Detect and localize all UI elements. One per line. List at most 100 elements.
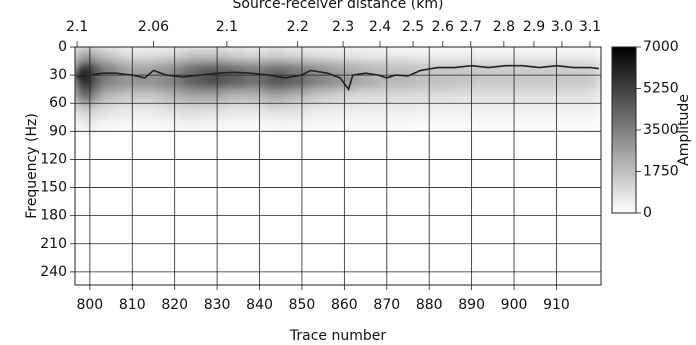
heat-cell <box>350 89 373 104</box>
x2-tick-label: 2.3 <box>332 19 354 35</box>
heat-cell <box>117 61 140 76</box>
x-tick-label: 880 <box>416 297 443 313</box>
heat-cell <box>287 75 309 90</box>
colorbar-tick-label: 3500 <box>643 122 679 138</box>
heat-cell <box>244 61 267 76</box>
heat-cell <box>393 75 415 90</box>
heat-cell <box>520 47 543 62</box>
heat-cell <box>244 103 267 118</box>
heat-cell <box>541 103 564 118</box>
x-tick-label: 860 <box>331 297 358 313</box>
heat-cell <box>244 47 267 62</box>
heat-cell <box>138 103 161 118</box>
x2-tick-label: 2.8 <box>493 19 515 35</box>
heat-cell <box>329 103 352 118</box>
heat-cell <box>181 103 203 118</box>
heat-cell <box>371 61 394 76</box>
heat-cell <box>435 117 458 132</box>
heat-cell <box>499 75 521 90</box>
x2-tick-label: 3.1 <box>579 19 601 35</box>
heat-cell <box>477 103 500 118</box>
heat-cell <box>265 61 288 76</box>
heat-cell <box>393 103 415 118</box>
heat-cell <box>223 75 246 90</box>
heat-cell <box>117 117 140 132</box>
heat-cell <box>371 103 394 118</box>
y-tick-label: 180 <box>40 208 67 224</box>
heat-cell <box>350 61 373 76</box>
x2-tick-label: 2.2 <box>287 19 309 35</box>
plot-frame <box>74 46 602 286</box>
heat-cell <box>371 75 394 90</box>
x2-tick-label: 2.9 <box>523 19 545 35</box>
heat-cell <box>329 117 352 132</box>
heat-cell <box>181 117 203 132</box>
y-tick-label: 210 <box>40 236 67 252</box>
heat-cell <box>265 89 288 104</box>
heat-cell <box>393 47 415 62</box>
heat-cell <box>181 47 203 62</box>
x-tick-label: 850 <box>289 297 316 313</box>
heat-cell <box>456 89 479 104</box>
heat-cell <box>435 47 458 62</box>
y-tick-label: 30 <box>49 67 67 83</box>
heat-cell <box>244 117 267 132</box>
heat-cell <box>308 47 331 62</box>
colorbar-tick-label: 0 <box>643 205 652 221</box>
x2-tick-label: 2.5 <box>402 19 424 35</box>
heat-cell <box>159 61 182 76</box>
y-tick-label: 90 <box>49 123 67 139</box>
heat-cell <box>477 47 500 62</box>
heat-cell <box>414 89 437 104</box>
heat-cell <box>350 103 373 118</box>
x2-tick-label: 2.06 <box>138 19 169 35</box>
heat-cell <box>499 103 521 118</box>
heat-cell <box>223 47 246 62</box>
heat-cell <box>477 89 500 104</box>
heat-cell <box>499 61 521 76</box>
heat-cell <box>541 117 564 132</box>
heat-cell <box>393 89 415 104</box>
x2-tick-label: 3.0 <box>551 19 573 35</box>
heat-cell <box>287 103 309 118</box>
heat-cell <box>223 103 246 118</box>
x-tick-label: 840 <box>246 297 273 313</box>
heat-cell <box>393 61 415 76</box>
y-axis-title: Frequency (Hz) <box>24 113 40 219</box>
heat-cell <box>520 103 543 118</box>
heat-cell <box>117 89 140 104</box>
heat-cell <box>159 89 182 104</box>
heat-cell <box>75 117 97 132</box>
heat-cell <box>287 117 309 132</box>
heat-cell <box>350 117 373 132</box>
x2-tick-label: 2.1 <box>66 19 88 35</box>
heat-cell <box>117 103 140 118</box>
heat-cell <box>117 47 140 62</box>
y-tick-label: 150 <box>40 180 67 196</box>
heat-cell <box>329 89 352 104</box>
heat-cell <box>223 117 246 132</box>
x-tick-label: 830 <box>204 297 231 313</box>
heat-cell <box>138 47 161 62</box>
y-tick-label: 120 <box>40 151 67 167</box>
heat-cell <box>499 89 521 104</box>
x-tick-label: 810 <box>119 297 146 313</box>
heat-cell <box>287 47 309 62</box>
heat-cell <box>287 89 309 104</box>
line <box>76 64 599 91</box>
heat-cell <box>371 117 394 132</box>
heat-cell <box>308 75 331 90</box>
heat-cell <box>75 89 97 104</box>
heat-cell <box>138 75 161 90</box>
heat-cell <box>435 75 458 90</box>
heat-cell <box>202 117 224 132</box>
colorbar-tick-label: 1750 <box>643 164 679 180</box>
heat-cell <box>477 75 500 90</box>
heat-cell <box>414 103 437 118</box>
heat-cell <box>159 103 182 118</box>
heat-cell <box>265 117 288 132</box>
heat-cell <box>329 61 352 76</box>
heat-cell <box>371 47 394 62</box>
heat-cell <box>499 117 521 132</box>
